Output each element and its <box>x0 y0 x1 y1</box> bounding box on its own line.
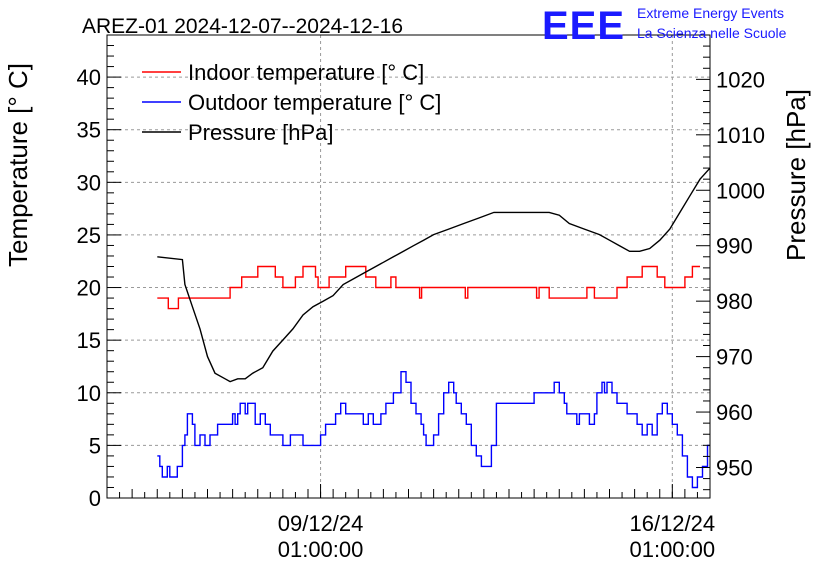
y-tick-label: 10 <box>77 381 101 406</box>
y2-tick-label: 990 <box>716 234 753 259</box>
y2-tick-label: 950 <box>716 456 753 481</box>
svg-text:La Scienza nelle Scuole: La Scienza nelle Scuole <box>637 25 787 41</box>
chart-title: AREZ-01 2024-12-07--2024-12-16 <box>82 15 403 38</box>
y-tick-label: 15 <box>77 328 101 353</box>
legend-label: Indoor temperature [° C] <box>188 60 424 85</box>
x-tick-date: 09/12/24 <box>278 511 364 536</box>
y-tick-label: 30 <box>77 170 101 195</box>
x-tick-time: 01:00:00 <box>629 537 715 562</box>
y2-axis-label: Pressure [hPa] <box>781 89 811 261</box>
y-tick-label: 40 <box>77 65 101 90</box>
legend-label: Pressure [hPa] <box>188 120 334 145</box>
legend: Indoor temperature [° C] Outdoor temperat… <box>142 60 441 145</box>
axes: 0 5 10 15 20 25 30 35 40 950 960 970 980 990 1000 1010 1… <box>77 34 765 562</box>
svg-text:EEE: EEE <box>542 4 625 48</box>
y-axis-label: Temperature [° C] <box>3 63 33 267</box>
legend-label: Outdoor temperature [° C] <box>188 90 441 115</box>
series-line-0 <box>157 265 700 310</box>
y-tick-label: 20 <box>77 276 101 301</box>
y2-tick-label: 1010 <box>716 123 765 148</box>
svg-text:Extreme Energy Events: Extreme Energy Events <box>637 5 784 21</box>
series-line-1 <box>157 371 710 489</box>
y2-tick-label: 1020 <box>716 67 765 92</box>
y2-tick-label: 960 <box>716 400 753 425</box>
plot-area <box>157 167 710 489</box>
y2-tick-label: 1000 <box>716 178 765 203</box>
y-tick-label: 35 <box>77 118 101 143</box>
y-tick-label: 5 <box>89 433 101 458</box>
x-tick-time: 01:00:00 <box>278 537 364 562</box>
series-line-2 <box>157 167 710 383</box>
eee-logo: EEE Extreme Energy Events La Scienza nel… <box>542 4 787 48</box>
x-tick-date: 16/12/24 <box>629 511 715 536</box>
y-tick-label: 25 <box>77 223 101 248</box>
y2-tick-label: 980 <box>716 289 753 314</box>
y-tick-label: 0 <box>89 486 101 511</box>
y2-tick-label: 970 <box>716 345 753 370</box>
